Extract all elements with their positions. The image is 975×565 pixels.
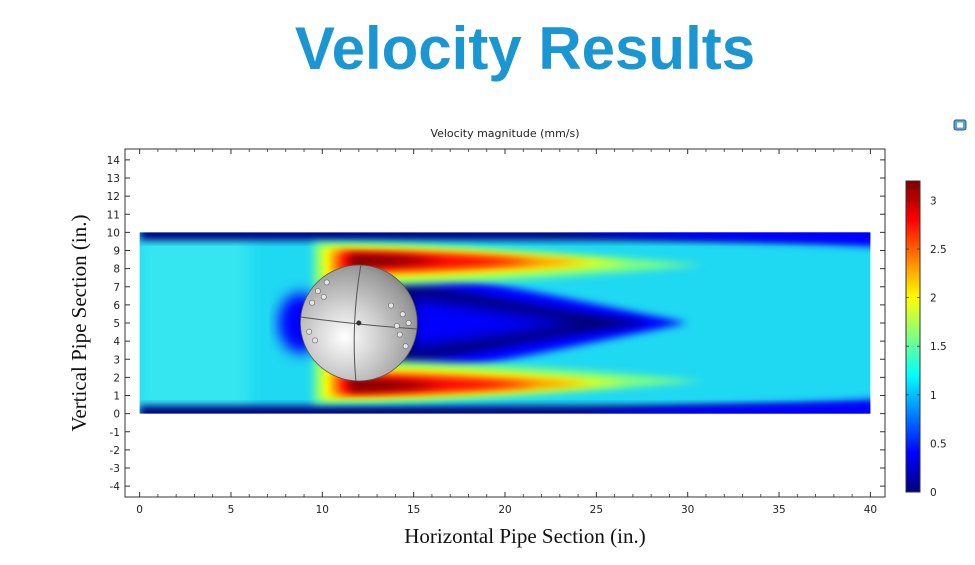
y-tick-label: 4	[113, 336, 120, 348]
y-tick-label: -1	[110, 427, 120, 439]
y-tick-label: -3	[110, 463, 120, 475]
sphere-center-marker	[356, 320, 362, 326]
wake-core	[413, 299, 579, 347]
sphere-dimple	[396, 331, 403, 338]
x-tick-label: 5	[228, 504, 235, 516]
y-tick-label: 11	[107, 209, 120, 221]
y-tick-label: 5	[113, 318, 120, 330]
colorbar	[905, 180, 921, 493]
y-tick-label: -4	[110, 481, 121, 493]
y-tick-label: 1	[113, 391, 120, 403]
x-tick-label: 35	[772, 504, 785, 516]
colorbar-tick-label: 2.5	[930, 244, 947, 256]
wall-bottom-layer	[139, 405, 871, 414]
x-axis: 0 5 10 15 20 25 30 35 40	[136, 149, 877, 516]
x-tick-label: 0	[136, 504, 143, 516]
y-tick-label: 6	[113, 300, 120, 312]
colorbar-tick-label: 0	[930, 487, 937, 499]
colorbar-ticks: 0 0.5 1 1.5 2 2.5 3	[906, 195, 947, 499]
field-inlet	[139, 232, 250, 414]
wall-bottom-wake	[590, 399, 871, 414]
sphere-dimple	[405, 320, 412, 326]
x-tick-label: 20	[498, 504, 511, 516]
chart-title: Velocity magnitude (mm/s)	[430, 127, 579, 140]
x-tick-label: 40	[864, 504, 877, 516]
colorbar-tick-label: 3	[930, 195, 937, 207]
colorbar-tick-label: 2	[930, 293, 937, 305]
x-axis-label: Horizontal Pipe Section (in.)	[404, 524, 645, 548]
x-tick-label: 25	[590, 504, 603, 516]
expand-window-icon[interactable]	[953, 119, 967, 131]
sphere-dimple	[388, 302, 394, 309]
y-tick-label: -2	[110, 445, 120, 457]
wall-top-wake	[590, 232, 871, 247]
x-tick-label: 30	[681, 504, 694, 516]
velocity-field	[139, 232, 871, 414]
colorbar-tick-label: 0.5	[930, 438, 947, 450]
sphere-dimple	[402, 343, 409, 350]
y-tick-label: 14	[107, 155, 121, 167]
sphere-dimple	[309, 299, 315, 306]
y-axis-label: Vertical Pipe Section (in.)	[67, 215, 91, 432]
y-tick-label: 13	[107, 173, 120, 185]
sphere-dimple	[306, 328, 313, 335]
sphere-dimple	[393, 322, 400, 329]
sphere-dimple	[312, 337, 318, 344]
sphere-dimple	[315, 288, 321, 294]
slide-title: Velocity Results	[294, 15, 756, 82]
bottom-jet-4	[349, 379, 451, 392]
y-tick-label: 12	[107, 191, 120, 203]
sphere-obstacle	[299, 264, 418, 382]
sphere-dimple	[399, 311, 406, 318]
colorbar-tick-label: 1.5	[930, 341, 947, 353]
sphere-dimple	[320, 293, 327, 300]
y-tick-label: 2	[113, 372, 120, 384]
y-tick-label: 7	[113, 282, 120, 294]
y-tick-label: 0	[113, 409, 120, 421]
sphere-seam-vertical	[353, 264, 362, 382]
colorbar-tick-label: 1	[930, 390, 937, 402]
x-tick-label: 10	[316, 504, 329, 516]
y-tick-label: 9	[113, 246, 120, 258]
y-tick-label: 3	[113, 354, 120, 366]
y-tick-label: 8	[113, 264, 120, 276]
wall-top-layer	[139, 232, 871, 241]
x-tick-label: 15	[407, 504, 420, 516]
top-jet-4	[349, 254, 451, 267]
sphere-dimple	[323, 279, 330, 286]
y-tick-label: 10	[107, 227, 120, 239]
